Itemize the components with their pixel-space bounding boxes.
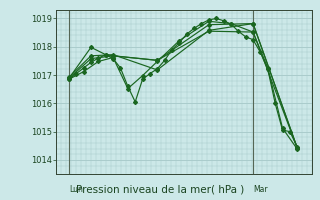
Text: Mar: Mar (253, 185, 268, 194)
Text: Lun: Lun (69, 185, 83, 194)
Text: Pression niveau de la mer( hPa ): Pression niveau de la mer( hPa ) (76, 184, 244, 194)
